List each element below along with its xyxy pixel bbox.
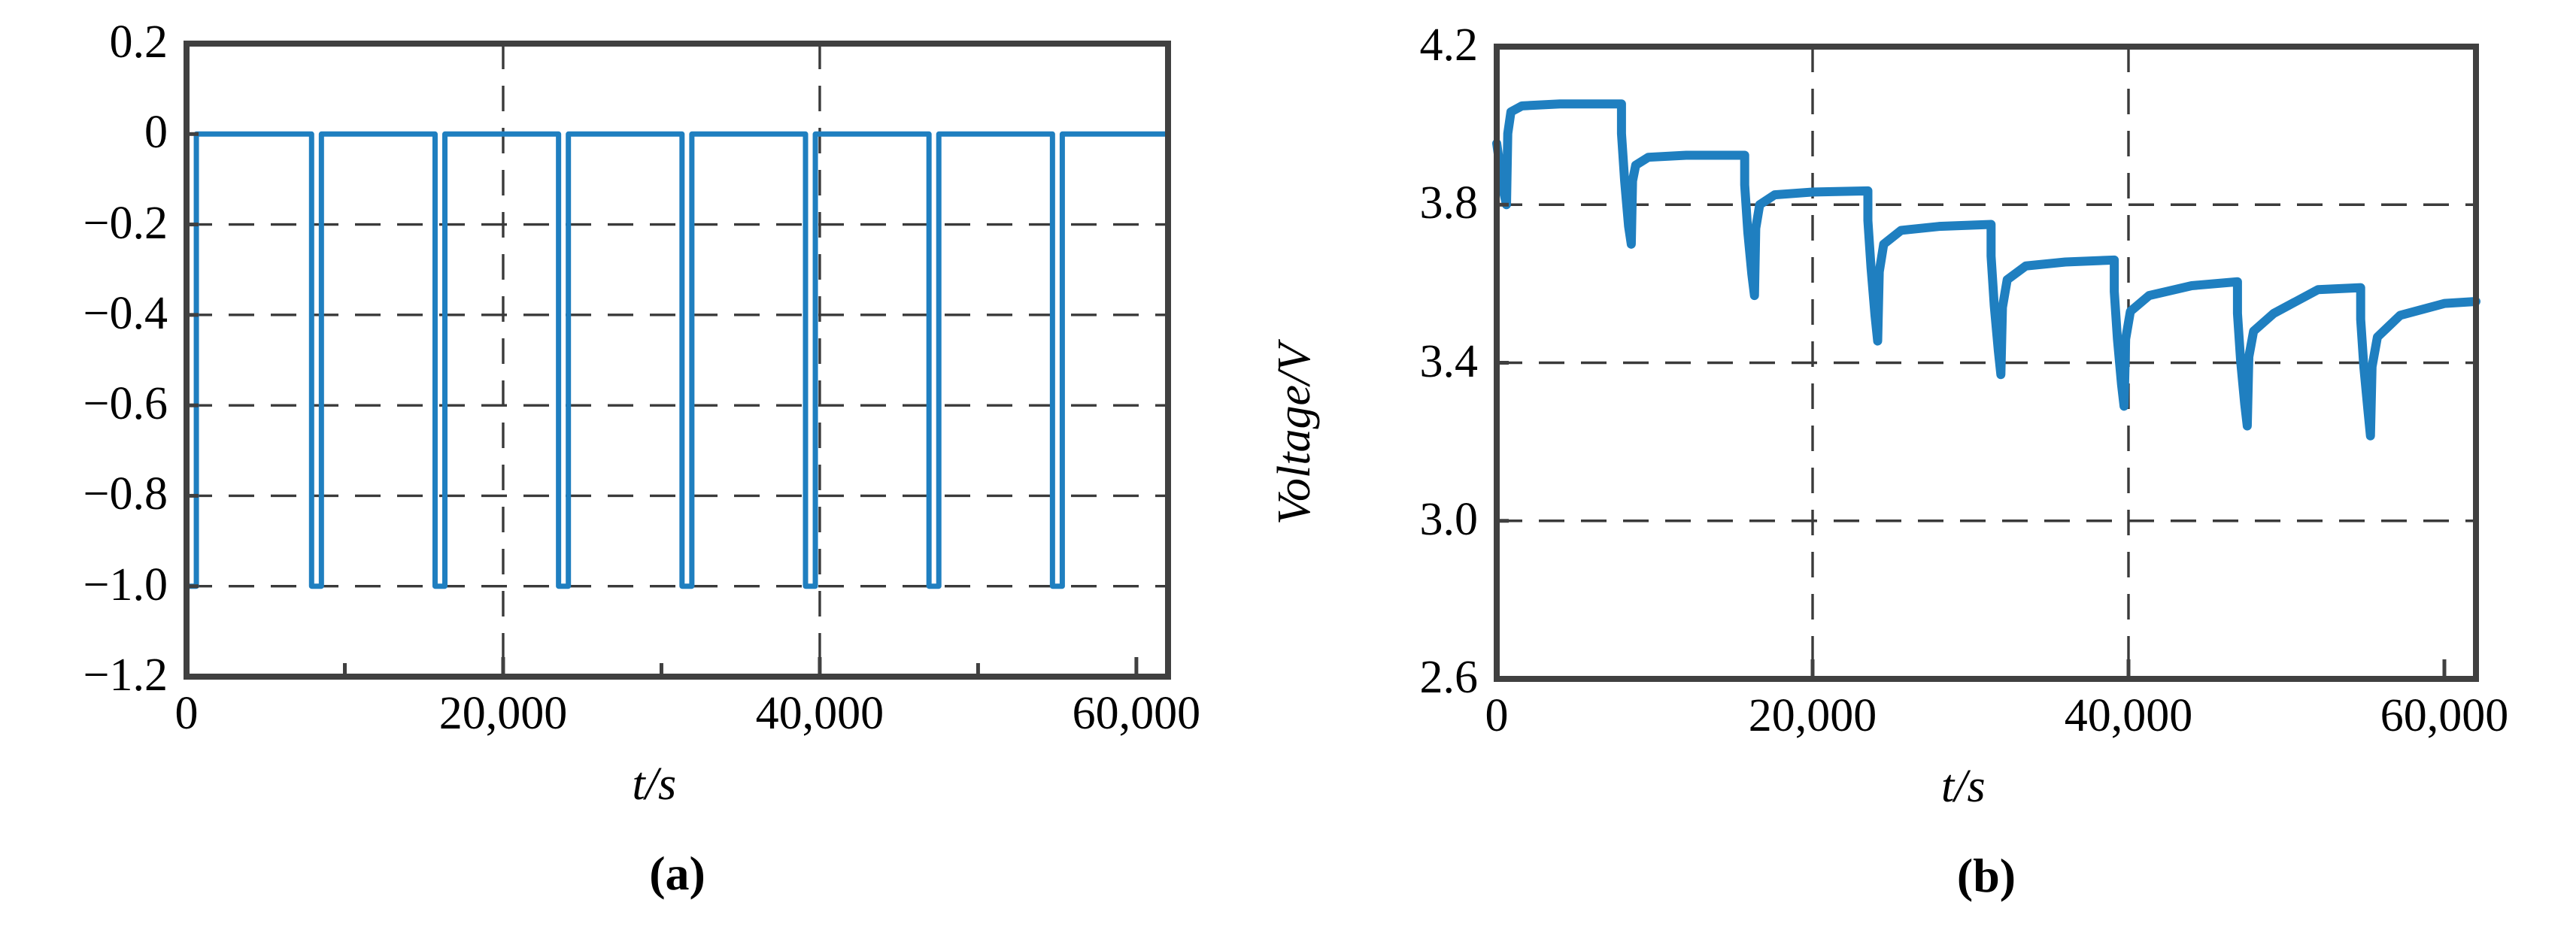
current-plot-svg	[184, 41, 1171, 680]
plot-frame	[184, 41, 1171, 680]
panel-current-chart: 0.2 0 −0.2 −0.4 −0.6 −0.8 −1.0 −1.2 0 20…	[0, 17, 1201, 900]
data-series-line	[1492, 99, 2480, 441]
y-tick-label: 3.8	[1419, 177, 1479, 229]
x-tick-label: 0	[1485, 690, 1509, 741]
x-tick-label: 60,000	[1072, 688, 1201, 739]
x-tick-label: 20,000	[1748, 690, 1877, 741]
y-tick-label: −0.8	[83, 468, 168, 520]
x-tick-label: 0	[174, 688, 199, 739]
y-tick-label: 4.2	[1419, 20, 1479, 71]
data-series-line	[184, 131, 1171, 589]
y-tick-label: −0.4	[83, 287, 168, 339]
y-tick-label: −1.2	[83, 650, 168, 701]
x-axis-title: t/s	[1941, 761, 1986, 812]
x-tick-label: 40,000	[2064, 690, 2193, 741]
x-axis-title: t/s	[632, 759, 677, 810]
voltage-plot-svg	[1492, 44, 2480, 682]
panel-caption-a: (a)	[649, 847, 705, 900]
y-tick-label: −0.6	[83, 378, 168, 430]
x-tick-label: 20,000	[438, 688, 568, 739]
y-tick-label: 2.6	[1419, 652, 1479, 703]
y-tick-label: −0.2	[83, 197, 168, 249]
y-axis-title: Current/A	[0, 323, 10, 510]
x-tick-label: 60,000	[2380, 690, 2509, 741]
y-tick-label: 3.4	[1419, 335, 1479, 387]
y-tick-label: 0.2	[109, 17, 168, 68]
y-tick-label: −1.0	[83, 559, 168, 610]
y-tick-label: 3.0	[1419, 493, 1479, 545]
x-tick-label: 40,000	[755, 688, 884, 739]
y-axis-title: Voltage/V	[1269, 343, 1320, 525]
y-tick-label: 0	[144, 107, 168, 159]
panel-voltage-chart: 4.2 3.8 3.4 3.0 2.6 0 20,000 40,000 60,0…	[1269, 0, 2576, 927]
panel-caption-b: (b)	[1956, 849, 2016, 902]
